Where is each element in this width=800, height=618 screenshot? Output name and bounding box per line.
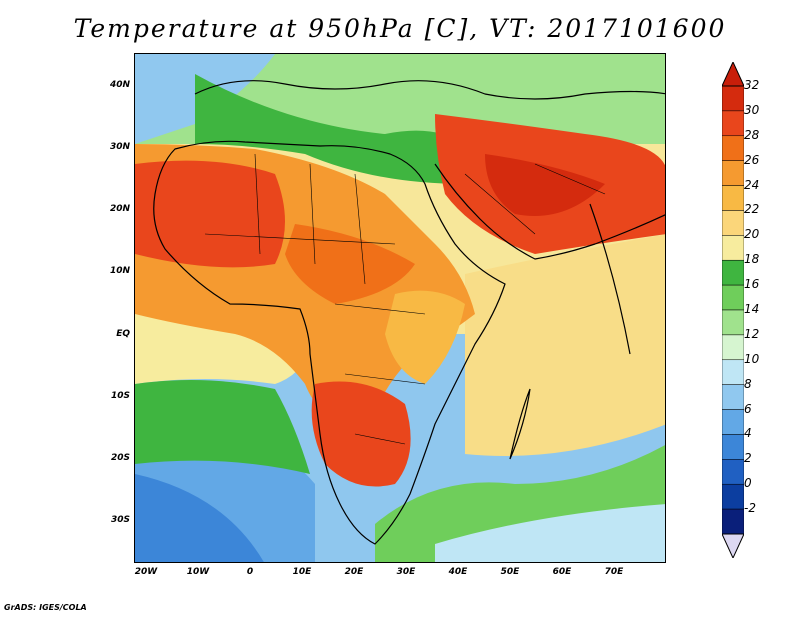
colorbar-label: 24 — [744, 177, 760, 192]
madagascar-coast — [509, 388, 531, 460]
lon-label-70e: 70E — [604, 567, 624, 577]
colorbar-label: -2 — [744, 501, 756, 516]
colorbar-swatch — [722, 284, 744, 311]
field-atlantic-green — [135, 380, 310, 474]
colorbar-swatch — [722, 434, 744, 460]
colorbar-swatch — [722, 235, 744, 261]
colorbar-swatch — [722, 483, 744, 510]
arabia-coast — [434, 163, 665, 260]
india-coast — [589, 203, 631, 355]
colorbar-label: 30 — [744, 102, 760, 117]
colorbar-swatch — [722, 409, 744, 435]
colorbar-swatch — [722, 85, 744, 112]
field-arabian-sea — [465, 234, 665, 456]
colorbar-swatch — [722, 259, 744, 286]
map-title: Temperature at 950hPa [C], VT: 201710160… — [73, 14, 727, 43]
field-mediterranean — [195, 74, 465, 184]
colorbar-label: 16 — [744, 277, 760, 292]
lat-label-eq: EQ — [116, 329, 130, 339]
colorbar-label: 10 — [744, 351, 760, 366]
field-kalahari-hot — [311, 381, 411, 487]
borders — [204, 153, 606, 445]
lon-label-40e: 40E — [448, 567, 468, 577]
colorbar-swatch — [722, 210, 744, 236]
colorbar-label: 32 — [744, 78, 760, 92]
lon-label-10w: 10W — [186, 567, 210, 577]
colorbar-label: 20 — [744, 227, 760, 242]
lat-label-10n: 10N — [109, 266, 130, 276]
colorbar — [722, 62, 744, 558]
colorbar-label: 26 — [744, 152, 760, 167]
colorbar-swatch — [722, 309, 744, 336]
colorbar-label: 22 — [744, 202, 760, 217]
lat-label-40n: 40N — [109, 80, 130, 90]
colorbar-overflow-arrow — [722, 62, 744, 87]
colorbar-label: 4 — [744, 426, 752, 441]
colorbar-swatch — [722, 359, 744, 385]
colorbar-swatch — [722, 160, 744, 186]
field-south-coldest — [135, 474, 264, 562]
africa-coast — [153, 140, 506, 545]
lat-label-30n: 30N — [109, 142, 130, 152]
lon-label-10e: 10E — [292, 567, 312, 577]
lon-label-20w: 20W — [134, 567, 158, 577]
colorbar-label: 2 — [744, 451, 752, 466]
coastlines — [153, 80, 665, 545]
lat-label-30s: 30S — [110, 515, 130, 525]
colorbar-underflow-arrow — [722, 533, 744, 558]
map-canvas — [135, 54, 665, 562]
field-sahel-hot — [135, 160, 285, 268]
field-central-hot — [285, 224, 415, 304]
lon-label-60e: 60E — [552, 567, 572, 577]
colorbar-swatch — [722, 110, 744, 137]
field-east-africa — [385, 290, 465, 384]
lon-label-20e: 20E — [344, 567, 364, 577]
colorbar-swatch — [722, 508, 744, 535]
field-indian-ocean-cool — [435, 504, 665, 562]
colorbar-label: 6 — [744, 401, 752, 416]
lon-label-0: 0 — [246, 567, 254, 577]
colorbar-label: 12 — [744, 326, 760, 341]
colorbar-swatch — [722, 384, 744, 410]
colorbar-swatch — [722, 185, 744, 211]
colorbar-swatch — [722, 459, 744, 485]
temperature-map — [134, 53, 666, 563]
europe-coast — [194, 80, 665, 100]
lat-label-10s: 10S — [110, 391, 130, 401]
colorbar-label: 28 — [744, 127, 760, 142]
colorbar-label: 0 — [744, 476, 752, 491]
lat-label-20s: 20S — [110, 453, 130, 463]
lat-label-20n: 20N — [109, 204, 130, 214]
colorbar-label: 8 — [744, 376, 752, 391]
colorbar-swatch — [722, 334, 744, 361]
colorbar-label: 18 — [744, 252, 760, 267]
lon-label-30e: 30E — [396, 567, 416, 577]
lon-label-50e: 50E — [500, 567, 520, 577]
colorbar-swatch — [722, 135, 744, 161]
grads-credit: GrADS: IGES/COLA — [4, 603, 87, 612]
colorbar-label: 14 — [744, 302, 760, 316]
field-arabia-hottest — [485, 154, 605, 216]
